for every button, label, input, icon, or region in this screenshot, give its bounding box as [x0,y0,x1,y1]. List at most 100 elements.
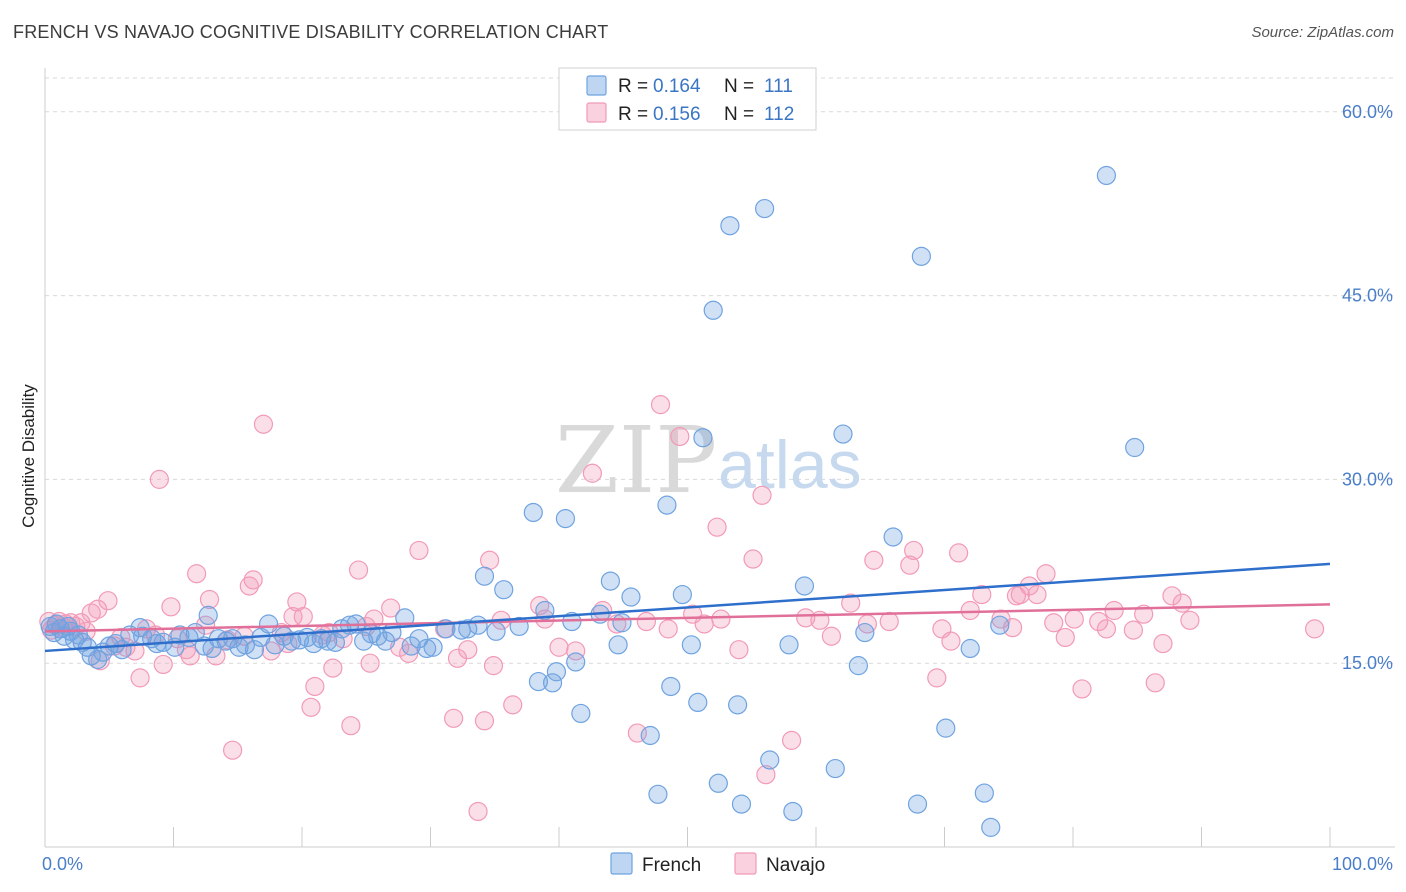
navajo-point [243,570,263,590]
navajo-point [1044,613,1064,633]
navajo-point [468,801,488,822]
french-point [681,635,701,655]
navajo-point [1172,593,1192,613]
navajo-point [972,584,992,605]
navajo-point [187,564,207,584]
navajo-point [707,517,727,537]
french-point [535,600,555,621]
navajo-point [199,589,220,610]
chart-title: FRENCH VS NAVAJO COGNITIVE DISABILITY CO… [13,22,609,42]
french-point [855,622,875,643]
navajo-point [1064,609,1084,629]
french-point [848,656,869,676]
french-point [546,662,567,682]
french-point [528,671,549,692]
navajo-point [1027,584,1047,605]
bottom-legend-swatch-french [610,852,633,875]
french-point [401,636,421,656]
french-point [783,801,803,822]
navajo-point [474,711,495,731]
navajo-point [1104,600,1124,621]
navajo-point [729,640,749,660]
french-point [661,676,681,697]
french-point [779,635,799,655]
navajo-point [1055,627,1075,648]
navajo-point [949,543,969,563]
bottom-legend: French Navajo [610,852,825,876]
y-tick-label: 60.0% [1342,102,1393,122]
navajo-point [161,597,181,617]
french-point [198,605,218,626]
navajo-point [756,765,776,785]
french-point [703,300,723,320]
french-point [258,614,279,634]
navajo-point [1145,673,1165,693]
french-point [417,638,437,659]
french-point [688,692,708,713]
bottom-legend-swatch-navajo [734,852,757,875]
french-point [911,246,931,266]
legend-box [558,67,817,131]
legend-r-label-french: R = [618,76,648,97]
trend-lines [44,562,1331,653]
y-axis-label: Cognitive Disability [19,384,38,528]
navajo-point [153,654,173,675]
navajo-point [1304,619,1325,639]
french-point [974,783,994,803]
french-point [612,613,632,633]
navajo-point [301,697,321,717]
french-point [693,428,713,448]
french-point [657,495,677,515]
navajo-point [293,607,313,627]
tick-labels: 15.0% 30.0% 45.0% 60.0% 0.0% 100.0% [42,102,1393,874]
y-tick-label: 30.0% [1342,469,1393,489]
navajo-point [503,695,523,715]
navajo-point [1096,619,1117,639]
navajo-point [381,598,401,618]
navajo-point [879,611,899,632]
navajo-point [305,676,325,697]
french-point [960,638,980,659]
navajo-point [1123,620,1143,640]
french-point [883,527,903,547]
navajo-point [841,593,861,613]
french-point [720,216,740,236]
watermark-zip: ZIP [555,407,717,514]
navajo-point [130,668,150,688]
navajo-point [582,463,603,483]
french-point [458,619,478,639]
legend-n-navajo: 112 [764,104,794,125]
french-point [728,695,748,715]
legend-n-label-navajo: N = [724,104,754,125]
bottom-legend-navajo: Navajo [766,855,825,876]
navajo-point [458,640,478,660]
navajo-point [796,608,816,628]
navajo-point [98,591,118,611]
watermark: ZIP atlas [555,407,862,514]
french-point [981,817,1001,837]
navajo-point [711,609,731,629]
french-point [621,587,641,607]
french-point [542,673,563,693]
navajo-point [900,555,920,575]
french-point [409,629,429,649]
french-point [907,794,928,814]
navajo-point [864,550,884,570]
french-point [494,580,514,600]
navajo-point [960,600,980,621]
legend-swatch-navajo [586,102,607,123]
navajo-point [1153,633,1173,654]
navajo-point [1089,611,1109,632]
french-point [833,424,853,444]
french-point [731,794,752,814]
navajo-point [149,469,169,489]
french-point [1125,437,1145,458]
y-tick-label: 45.0% [1342,286,1393,306]
french-point [640,725,660,746]
french-point [708,773,728,793]
navajo-point [409,540,429,561]
french-point [672,584,692,605]
navajo-point [483,656,504,676]
french-point [468,615,488,635]
legend: R = 0.164 N = 111 R = 0.156 N = 112 [558,67,817,131]
